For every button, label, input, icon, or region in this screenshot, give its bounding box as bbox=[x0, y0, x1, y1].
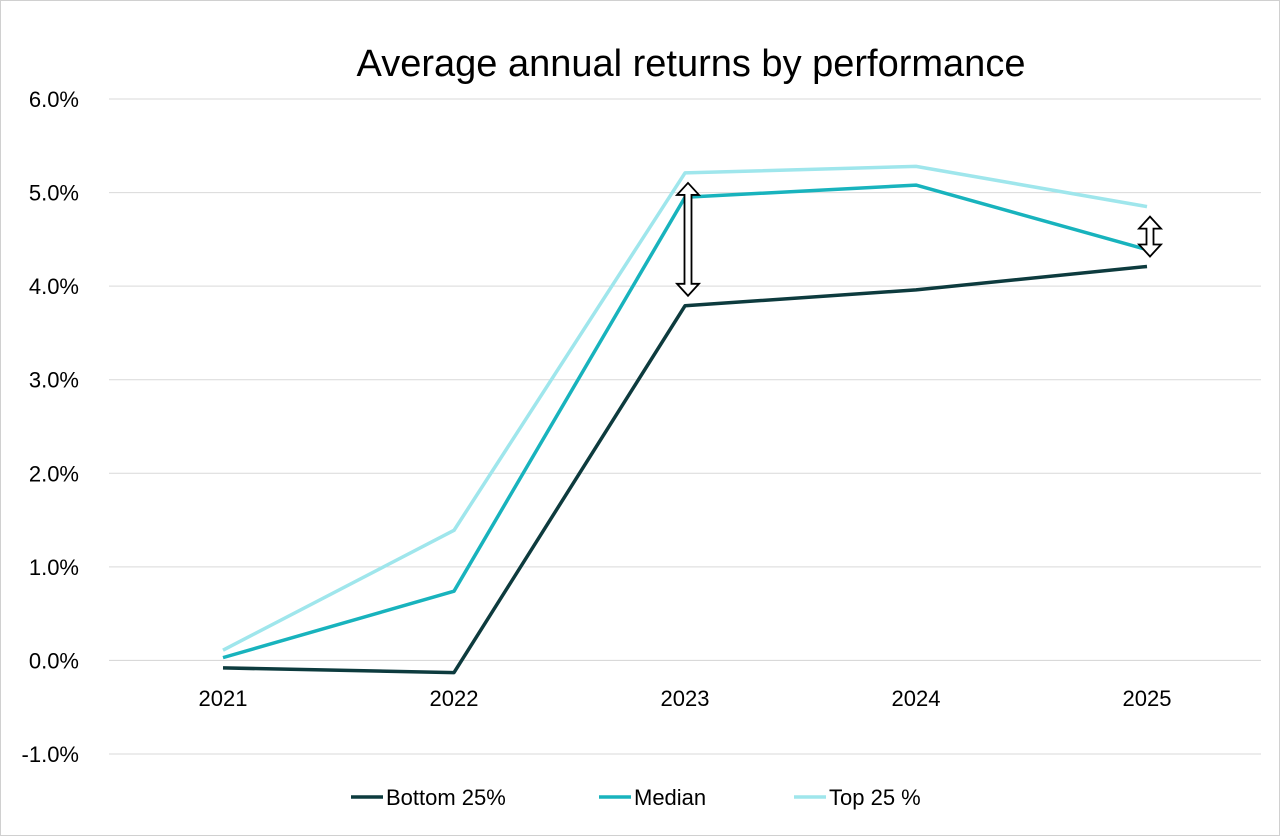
y-tick-label: -1.0% bbox=[22, 742, 79, 767]
x-tick-label: 2023 bbox=[661, 686, 710, 711]
x-tick-label: 2024 bbox=[892, 686, 941, 711]
x-tick-label: 2021 bbox=[199, 686, 248, 711]
x-tick-label: 2022 bbox=[430, 686, 479, 711]
y-tick-label: 0.0% bbox=[29, 648, 79, 673]
annotation-arrows bbox=[674, 181, 1164, 298]
y-tick-label: 3.0% bbox=[29, 368, 79, 393]
x-axis-ticks: 2021 2022 2023 2024 2025 bbox=[199, 686, 1172, 711]
y-tick-label: 6.0% bbox=[29, 87, 79, 112]
double-arrow-2025 bbox=[1136, 215, 1164, 258]
legend-label: Bottom 25% bbox=[386, 785, 506, 810]
double-arrow-2023 bbox=[674, 181, 702, 298]
series-line-top-25- bbox=[222, 164, 1148, 652]
y-tick-label: 4.0% bbox=[29, 274, 79, 299]
legend: Bottom 25% Median Top 25 % bbox=[351, 785, 921, 810]
series-line-bottom-25- bbox=[222, 264, 1148, 675]
y-tick-label: 1.0% bbox=[29, 555, 79, 580]
y-tick-label: 5.0% bbox=[29, 181, 79, 206]
legend-label: Top 25 % bbox=[829, 785, 921, 810]
legend-label: Median bbox=[634, 785, 706, 810]
chart-title: Average annual returns by performance bbox=[357, 43, 1026, 85]
y-tick-label: 2.0% bbox=[29, 461, 79, 486]
x-tick-label: 2025 bbox=[1123, 686, 1172, 711]
y-axis-ticks: 6.0% 5.0% 4.0% 3.0% 2.0% 1.0% 0.0% -1.0% bbox=[22, 87, 79, 767]
